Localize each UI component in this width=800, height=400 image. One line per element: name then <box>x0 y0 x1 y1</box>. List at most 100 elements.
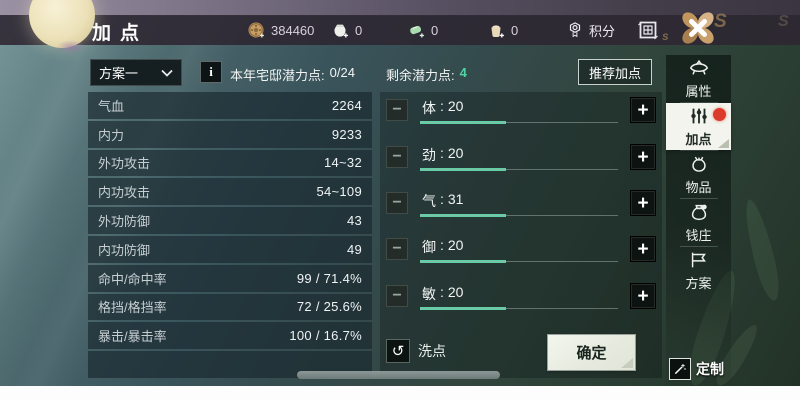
coin-icon <box>246 20 266 40</box>
allocation-track: 劲:20 <box>420 144 618 171</box>
reset-icon: ↺ <box>386 339 410 363</box>
sliders-icon <box>688 105 710 127</box>
seal-icon[interactable] <box>636 18 660 42</box>
gem-icon <box>406 20 426 40</box>
page-title: 加点 <box>92 23 149 44</box>
allocation-label: 御:20 <box>422 237 464 255</box>
watermark: s <box>662 29 669 43</box>
currency-value: 0 <box>511 22 519 38</box>
remaining-potential-points: 剩余潜力点: 4 <box>386 65 467 84</box>
sky-strip <box>0 0 800 16</box>
sidebar-tab-plans[interactable]: 方案 <box>666 247 731 294</box>
sidebar-divider <box>679 150 718 151</box>
allocation-row: − 体:20 + <box>386 92 656 128</box>
sidebar-divider <box>679 102 718 103</box>
allocation-underline <box>420 121 506 124</box>
currency-coins[interactable]: 384460 <box>246 15 314 45</box>
house-points-label: 本年宅邸潜力点: <box>230 68 325 83</box>
currency-value: 0 <box>355 22 363 38</box>
allocation-track: 敏:20 <box>420 283 618 310</box>
currency-cup[interactable]: 0 <box>486 15 518 45</box>
points-label: 积分 <box>589 23 616 39</box>
letterbox <box>0 386 800 400</box>
increase-button[interactable]: + <box>630 236 656 262</box>
jar-icon <box>330 20 350 40</box>
chevron-down-icon <box>161 65 173 80</box>
bamboo-leaf <box>739 197 785 303</box>
sidebar-tab-allocate[interactable]: 加点 <box>666 103 731 150</box>
allocation-row: − 劲:20 + <box>386 139 656 175</box>
sidebar-divider <box>679 198 718 199</box>
notification-badge <box>713 108 726 121</box>
close-button[interactable] <box>676 6 720 50</box>
decrease-button[interactable]: − <box>386 146 408 168</box>
scrollbar-handle[interactable] <box>297 371 500 379</box>
currency-value: 0 <box>431 22 439 38</box>
allocation-track: 气:31 <box>420 190 618 217</box>
reset-label: 洗点 <box>418 343 446 359</box>
top-bar <box>0 15 800 45</box>
customize-button[interactable]: 定制 <box>669 358 724 380</box>
points-entry[interactable]: 积分 <box>566 15 615 45</box>
allocation-row: − 气:31 + <box>386 185 656 221</box>
allocation-underline <box>420 260 506 263</box>
recommend-allocate-button[interactable]: 推荐加点 <box>578 59 652 85</box>
pouch-icon <box>688 153 710 175</box>
increase-button[interactable]: + <box>630 190 656 216</box>
scroll-icon <box>688 249 710 271</box>
stats-panel[interactable]: 气血 2264 内力 9233 外功攻击 14~32 内功攻击 54~109 外功防御 4… <box>88 92 372 378</box>
plan-select[interactable]: 方案一 <box>90 59 182 86</box>
house-points-value: 0/24 <box>329 65 355 80</box>
stat-row: 命中/命中率 99 / 71.4% <box>88 264 372 292</box>
increase-button[interactable]: + <box>630 144 656 170</box>
remaining-value: 4 <box>459 65 467 80</box>
remaining-label: 剩余潜力点: <box>386 68 455 83</box>
allocation-track: 御:20 <box>420 236 618 263</box>
watermark: S <box>778 13 789 30</box>
sidebar-tab-items[interactable]: 物品 <box>666 151 731 198</box>
medal-icon <box>566 21 584 39</box>
sidebar-tab-bank[interactable]: 钱庄 <box>666 199 731 246</box>
sidebar-divider <box>679 246 718 247</box>
allocation-row: − 御:20 + <box>386 231 656 267</box>
plan-select-value: 方案一 <box>99 66 139 81</box>
allocation-underline <box>420 214 506 217</box>
flower-decoration <box>56 40 86 54</box>
wand-icon <box>669 358 691 380</box>
sidebar: 属性 加点 物品 钱庄 方案 <box>666 55 731 386</box>
stat-row: 内力 9233 <box>88 120 372 148</box>
reset-points-button[interactable]: ↺ 洗点 <box>386 339 446 363</box>
allocation-row: − 敏:20 + <box>386 278 656 314</box>
currency-gem[interactable]: 0 <box>406 15 438 45</box>
info-icon[interactable]: i <box>200 61 222 83</box>
cup-icon <box>486 20 506 40</box>
house-potential-points: 本年宅邸潜力点: 0/24 <box>230 65 355 84</box>
stat-row: 暴击/暴击率 100 / 16.7% <box>88 322 372 350</box>
allocation-panel: − 体:20 + − 劲:20 + − 气:31 + − <box>380 92 662 378</box>
decrease-button[interactable]: − <box>386 238 408 260</box>
hat-icon <box>688 57 710 79</box>
currency-jar[interactable]: 0 <box>330 15 362 45</box>
allocation-label: 体:20 <box>422 98 464 116</box>
close-x-icon <box>689 19 707 37</box>
watermark: S <box>714 11 727 32</box>
stat-row: 内功防御 49 <box>88 235 372 263</box>
allocation-underline <box>420 307 506 310</box>
sidebar-tab-attributes[interactable]: 属性 <box>666 55 731 102</box>
moneybag-icon <box>688 201 710 223</box>
decrease-button[interactable]: − <box>386 99 408 121</box>
decrease-button[interactable]: − <box>386 285 408 307</box>
allocation-label: 劲:20 <box>422 145 464 163</box>
decrease-button[interactable]: − <box>386 192 408 214</box>
allocation-label: 敏:20 <box>422 284 464 302</box>
increase-button[interactable]: + <box>630 283 656 309</box>
stat-row: 外功防御 43 <box>88 207 372 234</box>
stat-row: 格挡/格挡率 72 / 25.6% <box>88 293 372 321</box>
confirm-button[interactable]: 确定 <box>548 335 635 370</box>
stat-row: 内功攻击 54~109 <box>88 178 372 206</box>
increase-button[interactable]: + <box>630 97 656 123</box>
allocation-label: 气:31 <box>422 191 464 209</box>
stat-row: 外功攻击 14~32 <box>88 149 372 177</box>
stat-row: 气血 2264 <box>88 92 372 119</box>
